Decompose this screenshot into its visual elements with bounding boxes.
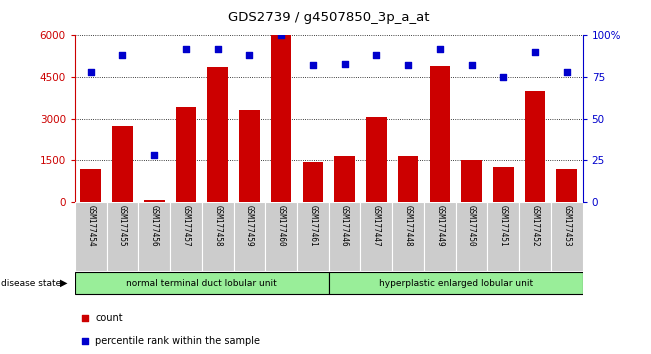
- Bar: [266, 202, 297, 271]
- Text: GSM177455: GSM177455: [118, 205, 127, 247]
- Bar: [81, 169, 101, 202]
- Point: [212, 46, 223, 52]
- Bar: [139, 202, 170, 271]
- Bar: [488, 202, 519, 271]
- Bar: [557, 169, 577, 202]
- Text: percentile rank within the sample: percentile rank within the sample: [95, 336, 260, 346]
- Text: GSM177447: GSM177447: [372, 205, 381, 247]
- Text: disease state: disease state: [1, 279, 61, 288]
- Bar: [456, 202, 488, 271]
- Text: normal terminal duct lobular unit: normal terminal duct lobular unit: [126, 279, 277, 288]
- Bar: [176, 108, 196, 202]
- Point: [371, 52, 381, 58]
- Bar: [493, 167, 514, 202]
- Bar: [107, 202, 138, 271]
- Bar: [424, 202, 456, 271]
- Point: [403, 63, 413, 68]
- Bar: [329, 202, 361, 271]
- Bar: [551, 202, 583, 271]
- Point: [181, 46, 191, 52]
- Bar: [462, 160, 482, 202]
- Text: count: count: [95, 313, 123, 323]
- Point: [466, 63, 477, 68]
- Bar: [398, 156, 419, 202]
- Point: [498, 74, 508, 80]
- Point: [339, 61, 350, 67]
- Bar: [335, 156, 355, 202]
- Bar: [208, 67, 228, 202]
- Point: [276, 33, 286, 38]
- Bar: [170, 202, 202, 271]
- Text: GSM177457: GSM177457: [182, 205, 191, 247]
- Text: GSM177461: GSM177461: [309, 205, 318, 247]
- Bar: [234, 202, 266, 271]
- Text: GDS2739 / g4507850_3p_a_at: GDS2739 / g4507850_3p_a_at: [228, 11, 430, 24]
- Point: [117, 52, 128, 58]
- Bar: [361, 202, 392, 271]
- Bar: [271, 35, 292, 202]
- Point: [149, 152, 159, 158]
- Bar: [297, 202, 329, 271]
- Text: GSM177459: GSM177459: [245, 205, 254, 247]
- Text: GSM177453: GSM177453: [562, 205, 572, 247]
- Point: [85, 69, 96, 75]
- Point: [435, 46, 445, 52]
- Point: [562, 69, 572, 75]
- Text: GSM177456: GSM177456: [150, 205, 159, 247]
- Bar: [366, 117, 387, 202]
- Text: GSM177458: GSM177458: [213, 205, 222, 247]
- Bar: [144, 200, 165, 202]
- Bar: [202, 202, 234, 271]
- Text: hyperplastic enlarged lobular unit: hyperplastic enlarged lobular unit: [379, 279, 533, 288]
- Point: [80, 315, 90, 321]
- Bar: [519, 202, 551, 271]
- Text: GSM177450: GSM177450: [467, 205, 476, 247]
- Text: GSM177448: GSM177448: [404, 205, 413, 247]
- Point: [308, 63, 318, 68]
- Text: GSM177451: GSM177451: [499, 205, 508, 247]
- Bar: [392, 202, 424, 271]
- Bar: [75, 202, 107, 271]
- Bar: [525, 91, 546, 202]
- Text: GSM177454: GSM177454: [86, 205, 95, 247]
- Bar: [239, 110, 260, 202]
- Bar: [329, 272, 583, 295]
- Bar: [430, 66, 450, 202]
- Bar: [75, 272, 329, 295]
- Point: [80, 338, 90, 344]
- Text: GSM177446: GSM177446: [340, 205, 349, 247]
- Point: [244, 52, 255, 58]
- Point: [530, 49, 540, 55]
- Bar: [303, 161, 323, 202]
- Text: ▶: ▶: [60, 278, 68, 288]
- Bar: [112, 126, 133, 202]
- Text: GSM177449: GSM177449: [436, 205, 445, 247]
- Text: GSM177452: GSM177452: [531, 205, 540, 247]
- Text: GSM177460: GSM177460: [277, 205, 286, 247]
